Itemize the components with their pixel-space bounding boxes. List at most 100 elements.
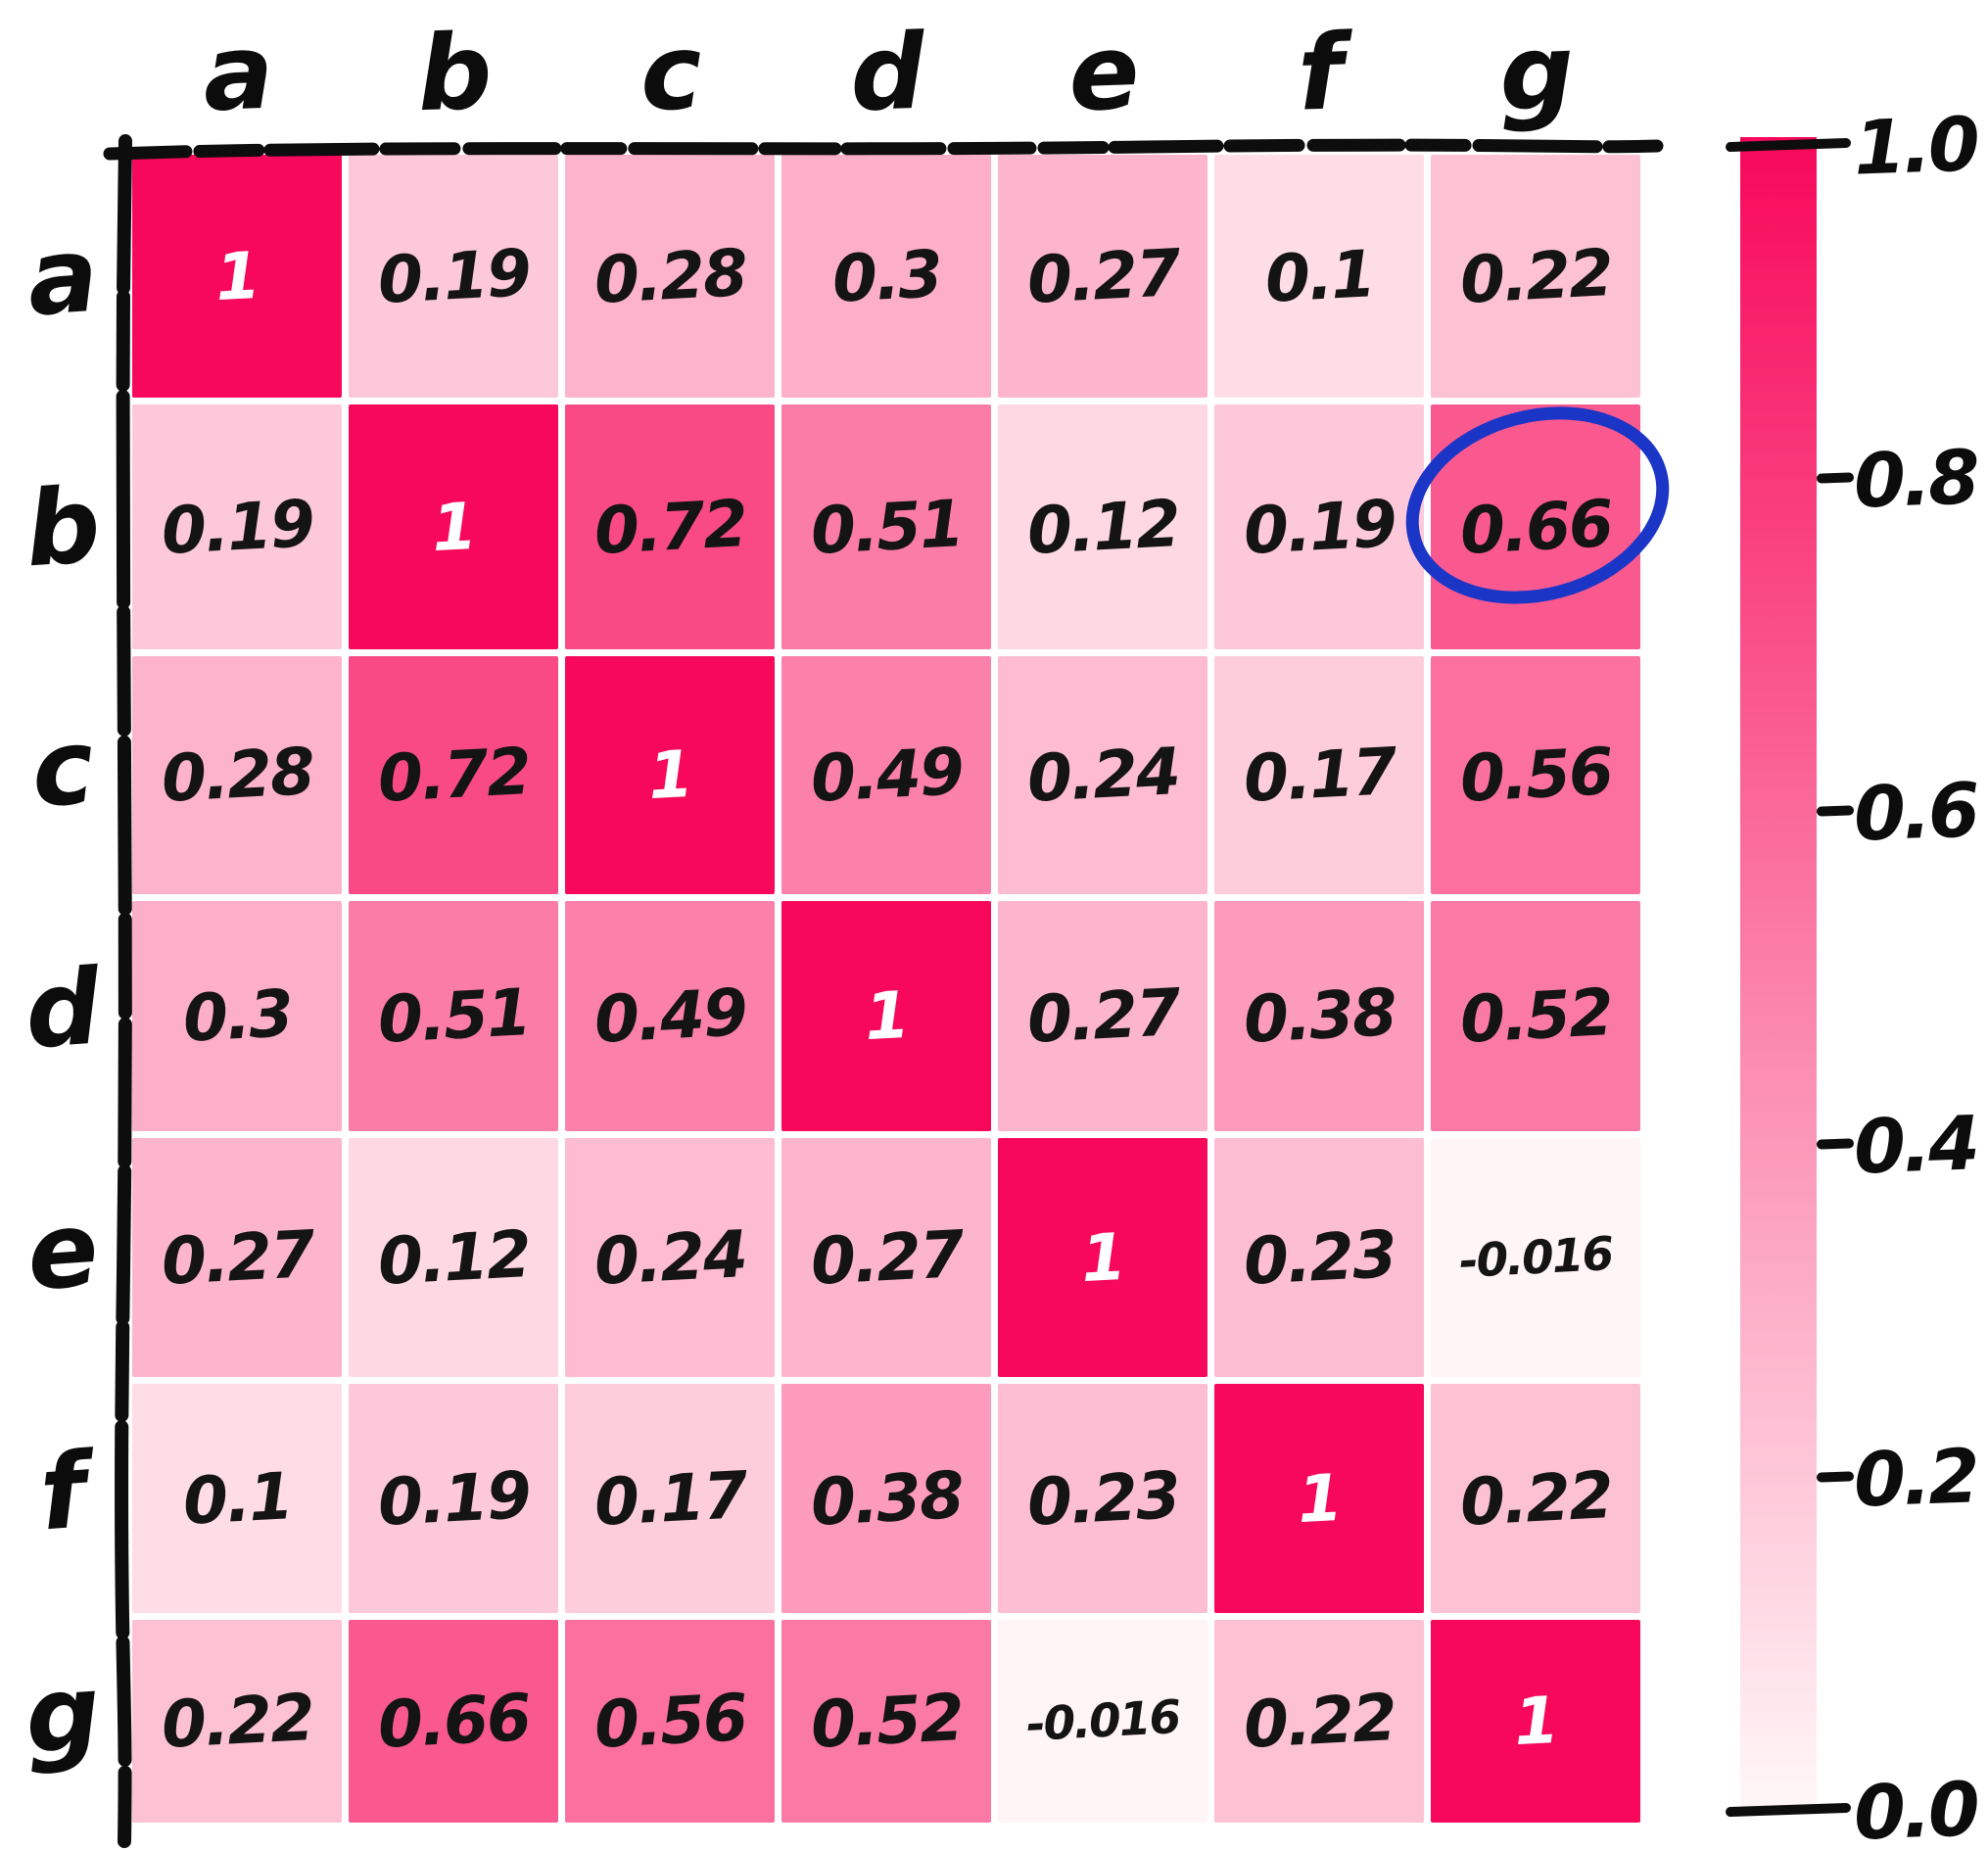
cell-value: 0.19 <box>1241 485 1397 569</box>
heatmap-cell-d-a: 0.3 <box>132 901 342 1131</box>
colorbar-tick-label: 0.0 <box>1852 1764 1979 1851</box>
cell-value: 0.19 <box>159 485 315 569</box>
cell-value: 0.72 <box>375 734 532 817</box>
cell-value: -0.016 <box>1457 1226 1614 1289</box>
cell-value: 0.12 <box>1024 485 1181 569</box>
heatmap-cell-b-g: 0.66 <box>1431 404 1640 649</box>
cell-value: 1 <box>1079 1218 1126 1297</box>
matrix-top-border <box>103 138 1664 161</box>
heatmap-cell-c-e: 0.24 <box>998 656 1207 894</box>
cell-value: 0.27 <box>1024 974 1181 1058</box>
cell-value: 0.23 <box>1024 1456 1181 1541</box>
cell-value: 0.66 <box>1457 485 1614 569</box>
cell-value: 0.66 <box>375 1680 532 1763</box>
cell-value: 0.51 <box>375 974 532 1058</box>
heatmap-cell-g-g: 1 <box>1431 1620 1640 1823</box>
heatmap-cell-b-a: 0.19 <box>132 404 342 649</box>
heatmap-cell-d-g: 0.52 <box>1431 901 1640 1131</box>
heatmap-cell-f-b: 0.19 <box>349 1384 558 1613</box>
cell-value: 0.38 <box>1241 974 1397 1058</box>
cell-value: 0.1 <box>1262 235 1376 317</box>
col-header-c: c <box>638 11 702 135</box>
heatmap-cell-g-e: -0.016 <box>998 1620 1207 1823</box>
cell-value: 0.28 <box>592 234 748 318</box>
row-label-a: a <box>24 214 102 339</box>
heatmap-cell-d-c: 0.49 <box>565 901 775 1131</box>
heatmap-cell-b-d: 0.51 <box>781 404 991 649</box>
heatmap-cell-g-a: 0.22 <box>132 1620 342 1823</box>
heatmap-grid: 1 0.19 0.28 0.3 0.27 0.1 0.22 0.19 1 0.72 0.51 0.12… <box>132 155 1640 1823</box>
cell-value: 0.22 <box>1241 1680 1397 1763</box>
row-label-f: f <box>35 1430 90 1553</box>
heatmap-cell-d-f: 0.38 <box>1214 901 1424 1131</box>
cell-value: 0.19 <box>375 1456 532 1541</box>
heatmap-cell-f-f: 1 <box>1214 1384 1424 1613</box>
cell-value: 1 <box>863 976 910 1056</box>
heatmap-cell-f-d: 0.38 <box>781 1384 991 1613</box>
heatmap-cell-f-e: 0.23 <box>998 1384 1207 1613</box>
cell-value: 0.22 <box>159 1680 315 1763</box>
heatmap-cell-e-c: 0.24 <box>565 1138 775 1377</box>
heatmap-cell-c-c: 1 <box>565 656 775 894</box>
heatmap-cell-f-a: 0.1 <box>132 1384 342 1613</box>
row-label-g: g <box>21 1651 105 1777</box>
heatmap-cell-g-b: 0.66 <box>349 1620 558 1823</box>
cell-value: 0.22 <box>1457 234 1614 318</box>
cell-value: 0.22 <box>1457 1456 1614 1541</box>
heatmap-cell-d-e: 0.27 <box>998 901 1207 1131</box>
cell-value: 0.51 <box>808 485 965 569</box>
colorbar-tick-mark <box>1816 805 1855 817</box>
heatmap-cell-c-a: 0.28 <box>132 656 342 894</box>
cell-value: 0.49 <box>592 974 748 1058</box>
heatmap-cell-c-f: 0.17 <box>1214 656 1424 894</box>
row-label-b: b <box>21 464 105 590</box>
heatmap-cell-b-c: 0.72 <box>565 404 775 649</box>
heatmap-cell-g-c: 0.56 <box>565 1620 775 1823</box>
heatmap-cell-e-g: -0.016 <box>1431 1138 1640 1377</box>
heatmap-cell-a-d: 0.3 <box>781 155 991 398</box>
col-header-e: e <box>1066 11 1140 135</box>
heatmap-cell-g-f: 0.22 <box>1214 1620 1424 1823</box>
cell-value: 0.24 <box>1024 734 1181 817</box>
colorbar-tick-mark <box>1816 1471 1855 1483</box>
heatmap-cell-d-b: 0.51 <box>349 901 558 1131</box>
cell-value: 0.3 <box>829 235 943 317</box>
heatmap-cell-c-g: 0.56 <box>1431 656 1640 894</box>
heatmap-cell-e-a: 0.27 <box>132 1138 342 1377</box>
heatmap-cell-a-e: 0.27 <box>998 155 1207 398</box>
cell-value: 0.19 <box>375 234 532 318</box>
cell-value: 1 <box>1296 1459 1343 1538</box>
heatmap-cell-c-b: 0.72 <box>349 656 558 894</box>
row-label-e: e <box>23 1188 103 1313</box>
cell-value: 0.23 <box>1241 1215 1397 1300</box>
heatmap-cell-a-f: 0.1 <box>1214 155 1424 398</box>
colorbar-tick-label: 0.4 <box>1852 1098 1979 1191</box>
col-header-g: g <box>1497 11 1575 135</box>
cell-value: 1 <box>646 736 693 815</box>
heatmap-cell-a-c: 0.28 <box>565 155 775 398</box>
cell-value: 0.49 <box>808 734 965 817</box>
cell-value: 0.27 <box>1024 234 1181 318</box>
cell-value: 0.12 <box>375 1215 532 1300</box>
cell-value: -0.016 <box>1024 1689 1181 1753</box>
cell-value: 0.38 <box>808 1456 965 1541</box>
heatmap-cell-e-f: 0.23 <box>1214 1138 1424 1377</box>
heatmap-cell-e-e: 1 <box>998 1138 1207 1377</box>
cell-value: 0.3 <box>180 975 294 1057</box>
heatmap-cell-a-b: 0.19 <box>349 155 558 398</box>
colorbar-gradient <box>1740 137 1817 1812</box>
heatmap-cell-c-d: 0.49 <box>781 656 991 894</box>
colorbar-tick-label: 0.8 <box>1852 432 1979 525</box>
heatmap-cell-e-b: 0.12 <box>349 1138 558 1377</box>
row-label-c: c <box>27 705 98 831</box>
cell-value: 0.28 <box>159 734 315 817</box>
cell-value: 0.56 <box>1457 734 1614 817</box>
heatmap-cell-b-f: 0.19 <box>1214 404 1424 649</box>
heatmap-cell-d-d: 1 <box>781 901 991 1131</box>
colorbar-tick-mark <box>1816 1138 1855 1150</box>
heatmap-cell-f-g: 0.22 <box>1431 1384 1640 1613</box>
col-header-d: d <box>848 11 925 135</box>
cell-value: 0.17 <box>1241 734 1397 817</box>
heatmap-cell-a-g: 0.22 <box>1431 155 1640 398</box>
